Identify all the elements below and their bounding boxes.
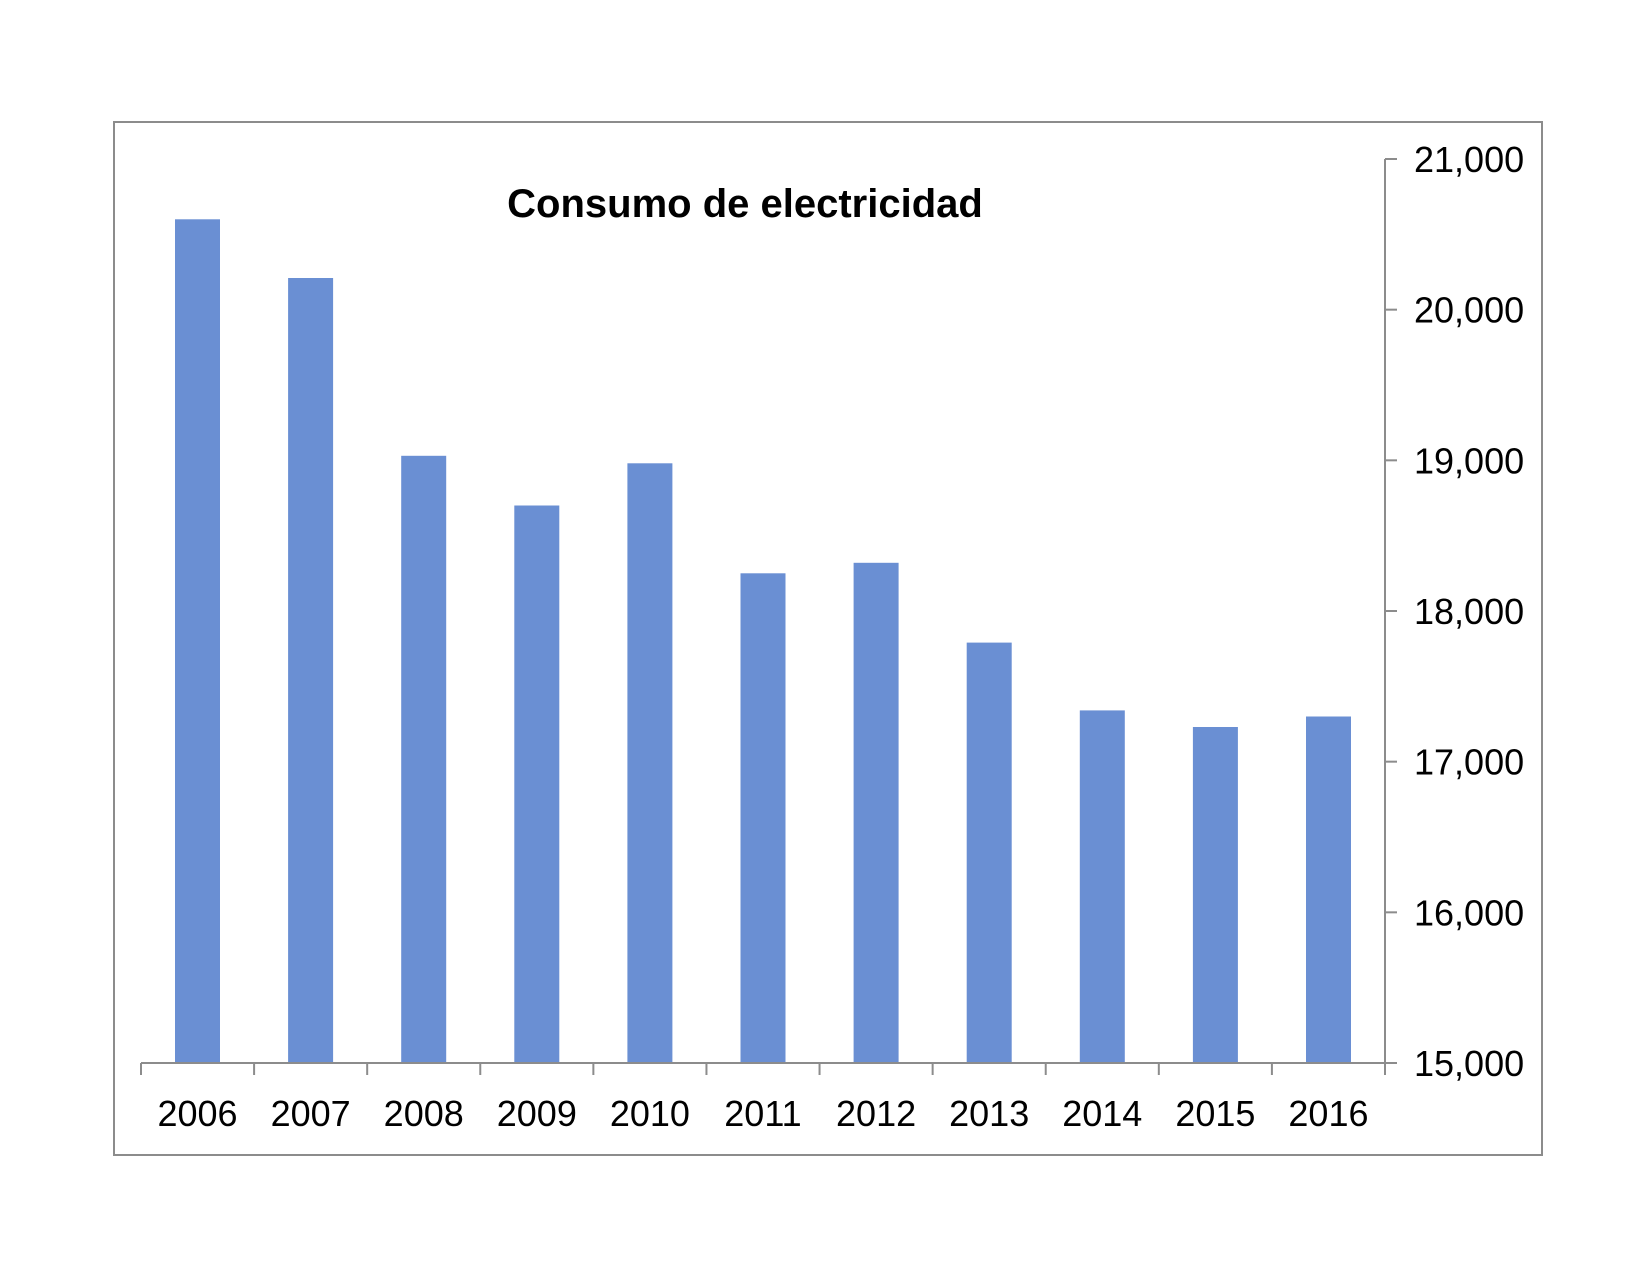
bar-2011	[740, 573, 786, 1063]
bar-2015	[1192, 727, 1238, 1063]
y-tick-label-21000: 21,000	[1414, 139, 1524, 180]
bar-2010	[627, 463, 673, 1063]
y-tick-label-15000: 15,000	[1414, 1043, 1524, 1084]
x-axis: 2006 2007 2008 2009 2010 2011 2012 2013 2014 2015…	[140, 1062, 1386, 1134]
bar-2013	[966, 642, 1012, 1063]
x-tick-label-2012: 2012	[836, 1093, 916, 1134]
bar-2014	[1079, 710, 1125, 1063]
y-tick-label-17000: 17,000	[1414, 742, 1524, 783]
bar-2009	[514, 505, 560, 1063]
x-tick-label-2009: 2009	[497, 1093, 577, 1134]
chart-title: Consumo de electricidad	[507, 182, 983, 226]
y-axis: 15,000 16,000 17,000 18,000 19,000 20,000 21,0…	[1384, 139, 1524, 1084]
y-tick-label-16000: 16,000	[1414, 892, 1524, 933]
bar-2008	[401, 455, 447, 1063]
x-tick-label-2008: 2008	[384, 1093, 464, 1134]
y-tick-label-18000: 18,000	[1414, 591, 1524, 632]
x-tick-label-2010: 2010	[610, 1093, 690, 1134]
chart-frame	[113, 121, 1543, 1156]
y-tick-label-20000: 20,000	[1414, 290, 1524, 331]
x-tick-label-2011: 2011	[724, 1093, 801, 1134]
x-tick-label-2015: 2015	[1175, 1093, 1255, 1134]
bar-2016	[1306, 716, 1351, 1063]
x-tick-label-2013: 2013	[949, 1093, 1029, 1134]
x-tick-label-2016: 2016	[1288, 1093, 1368, 1134]
bars-group	[175, 219, 1351, 1064]
y-tick-label-19000: 19,000	[1414, 440, 1524, 481]
bar-2007	[288, 278, 334, 1063]
x-tick-label-2014: 2014	[1062, 1093, 1142, 1134]
bar-2012	[853, 562, 899, 1063]
bar-2006	[175, 219, 220, 1064]
x-tick-label-2006: 2006	[157, 1093, 237, 1134]
x-tick-label-2007: 2007	[271, 1093, 351, 1134]
